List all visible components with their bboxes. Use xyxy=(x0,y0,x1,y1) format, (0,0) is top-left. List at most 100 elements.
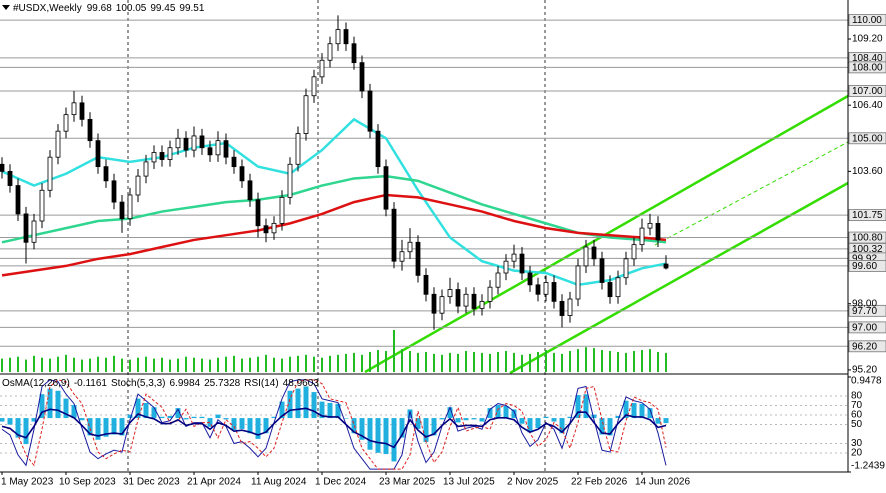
osma-bar xyxy=(311,392,317,419)
volume-bar xyxy=(9,357,11,372)
candle-body xyxy=(255,199,261,227)
y-tick-label: 99.92 xyxy=(852,253,877,264)
y-tick-label: -1.2439 xyxy=(851,461,885,472)
candle-body xyxy=(23,213,29,243)
candle-body xyxy=(287,163,293,198)
osma-bar xyxy=(111,418,117,435)
volume-bar xyxy=(297,355,299,372)
volume-bar xyxy=(337,354,339,372)
candle-body xyxy=(607,282,613,298)
volume-bar xyxy=(137,357,139,372)
candle-body xyxy=(399,251,405,262)
volume-bar xyxy=(409,351,411,372)
candle-body xyxy=(527,272,533,286)
header-high: 100.05 xyxy=(116,3,147,14)
candle-body xyxy=(103,166,109,182)
osma-bar xyxy=(535,418,541,429)
y-tick-label: 110.00 xyxy=(852,15,882,26)
osma-bar xyxy=(423,418,429,442)
level-box xyxy=(848,132,886,145)
osma-bar xyxy=(519,418,525,424)
candle-body xyxy=(279,196,285,224)
osma-bar xyxy=(271,416,277,419)
x-tick-label: 21 Apr 2024 xyxy=(187,477,241,488)
candle-body xyxy=(543,282,549,295)
candle-body xyxy=(319,59,325,78)
candle-body xyxy=(663,263,669,269)
indicator-value: 25.7328 xyxy=(204,378,241,389)
osma-bar xyxy=(631,402,637,419)
candle-body xyxy=(127,194,133,220)
volume-bar xyxy=(41,357,43,372)
candle-body xyxy=(79,102,85,120)
volume-bar xyxy=(361,354,363,372)
level-box xyxy=(848,209,886,222)
osma-bar xyxy=(479,418,485,422)
candle-body xyxy=(591,246,597,260)
y2-tick-label: 60 xyxy=(851,410,863,421)
volume-bar xyxy=(217,357,219,372)
volume-bar xyxy=(609,351,611,372)
candle-body xyxy=(223,140,229,158)
volume-bar xyxy=(289,356,291,372)
volume-bar xyxy=(257,356,259,372)
level-box xyxy=(848,260,886,272)
osma-bar xyxy=(543,416,549,419)
osma-bar xyxy=(231,418,237,431)
volume-bar xyxy=(177,358,179,372)
volume-bar xyxy=(513,352,515,372)
volume-bar xyxy=(353,352,355,372)
candle-body xyxy=(119,201,125,220)
candle-body xyxy=(375,130,381,168)
candle-body xyxy=(63,114,69,132)
volume-bar xyxy=(145,356,147,372)
osma-bar xyxy=(143,402,149,419)
x-tick-label: 23 Mar 2025 xyxy=(379,477,436,488)
level-box xyxy=(848,340,886,353)
candle-body xyxy=(407,241,413,253)
candle-body xyxy=(447,289,453,298)
candle-body xyxy=(87,118,93,142)
level-box xyxy=(848,321,886,334)
x-tick-label: 13 Jul 2025 xyxy=(443,477,495,488)
y2-tick-label: 20 xyxy=(851,448,863,459)
candle-body xyxy=(303,95,309,134)
osma-bar xyxy=(583,394,589,419)
candle-body xyxy=(383,166,389,210)
volume-bar xyxy=(633,351,635,372)
osma-bar xyxy=(199,416,205,419)
osma-bar xyxy=(159,416,165,419)
x-tick-label: 1 Dec 2024 xyxy=(315,477,367,488)
header-open: 99.68 xyxy=(87,3,112,14)
legend-entry: OsMA(12,26,9) xyxy=(2,378,70,389)
level-box xyxy=(848,85,886,97)
volume-bar xyxy=(441,354,443,372)
y-tick-label: 106.40 xyxy=(852,100,883,111)
osma-bar xyxy=(71,405,77,419)
osma-bar xyxy=(551,418,557,422)
candle-body xyxy=(47,156,53,191)
osma-bar xyxy=(23,418,29,445)
candle-body xyxy=(335,29,341,45)
candle-body xyxy=(623,258,629,279)
osma-bar xyxy=(367,418,373,450)
volume-bar xyxy=(305,354,307,372)
volume-bar xyxy=(65,354,67,372)
oscillator xyxy=(0,379,848,470)
volume-bar xyxy=(161,357,163,372)
osma-bar xyxy=(375,418,381,453)
x-tick-label: 11 Aug 2024 xyxy=(251,477,307,488)
candle-body xyxy=(207,147,213,156)
osma-bar xyxy=(463,418,469,421)
candle-body xyxy=(487,286,493,302)
osma-bar xyxy=(455,418,461,423)
candle-body xyxy=(559,300,565,316)
candle-body xyxy=(647,222,653,229)
y-tick-label: 97.70 xyxy=(852,306,877,317)
candle-body xyxy=(519,253,525,274)
osma-bar xyxy=(215,414,221,419)
volume-bar xyxy=(505,351,507,372)
y-tick-label: 100.80 xyxy=(852,233,883,244)
